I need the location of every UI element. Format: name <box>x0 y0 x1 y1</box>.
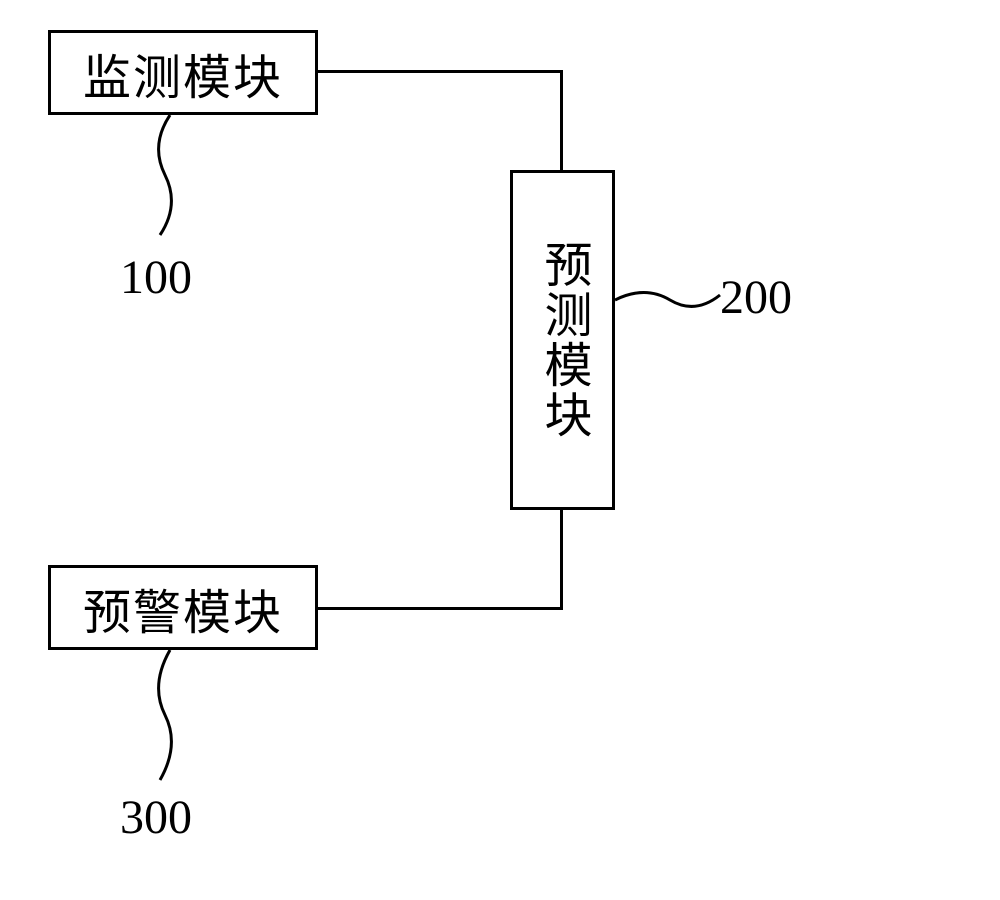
connector-prediction-warning-h <box>318 607 563 610</box>
label-100: 100 <box>120 250 192 305</box>
connector-monitoring-prediction-v <box>560 70 563 170</box>
prediction-module-text: 预测模块 <box>528 240 598 440</box>
warning-module-box: 预警模块 <box>48 565 318 650</box>
prediction-module-box: 预测模块 <box>510 170 615 510</box>
connector-prediction-warning-v <box>560 510 563 610</box>
connector-monitoring-prediction-h <box>318 70 563 73</box>
squiggle-100 <box>140 115 200 250</box>
monitoring-module-text: 监测模块 <box>83 38 283 108</box>
monitoring-module-box: 监测模块 <box>48 30 318 115</box>
label-300: 300 <box>120 790 192 845</box>
warning-module-text: 预警模块 <box>83 573 283 643</box>
squiggle-300 <box>140 650 200 790</box>
squiggle-200 <box>615 280 725 330</box>
label-200: 200 <box>720 270 792 325</box>
